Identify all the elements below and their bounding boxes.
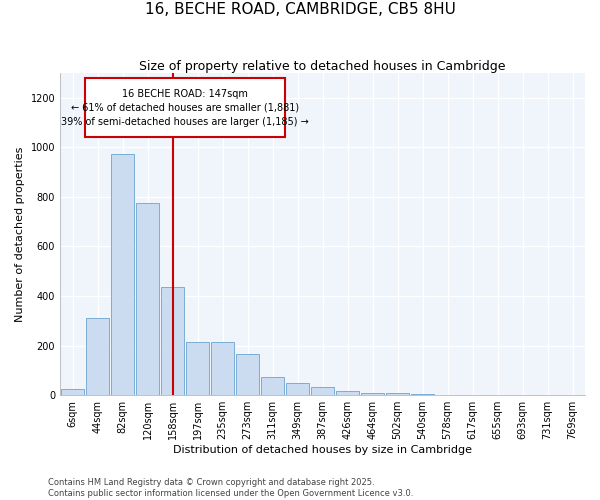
Bar <box>286 383 310 395</box>
Text: Contains HM Land Registry data © Crown copyright and database right 2025.
Contai: Contains HM Land Registry data © Crown c… <box>48 478 413 498</box>
Bar <box>61 389 85 395</box>
Bar <box>236 354 259 395</box>
Bar <box>386 393 409 395</box>
Bar <box>361 392 385 395</box>
Bar <box>410 394 434 395</box>
Text: 16, BECHE ROAD, CAMBRIDGE, CB5 8HU: 16, BECHE ROAD, CAMBRIDGE, CB5 8HU <box>145 2 455 18</box>
Text: 16 BECHE ROAD: 147sqm
← 61% of detached houses are smaller (1,881)
39% of semi-d: 16 BECHE ROAD: 147sqm ← 61% of detached … <box>61 88 309 126</box>
Bar <box>85 78 285 138</box>
Y-axis label: Number of detached properties: Number of detached properties <box>15 146 25 322</box>
X-axis label: Distribution of detached houses by size in Cambridge: Distribution of detached houses by size … <box>173 445 472 455</box>
Bar <box>136 203 160 395</box>
Bar <box>211 342 235 395</box>
Bar <box>110 154 134 395</box>
Bar <box>86 318 109 395</box>
Bar <box>311 386 334 395</box>
Bar <box>260 376 284 395</box>
Title: Size of property relative to detached houses in Cambridge: Size of property relative to detached ho… <box>139 60 506 73</box>
Bar <box>185 342 209 395</box>
Bar <box>161 288 184 395</box>
Bar <box>335 392 359 395</box>
